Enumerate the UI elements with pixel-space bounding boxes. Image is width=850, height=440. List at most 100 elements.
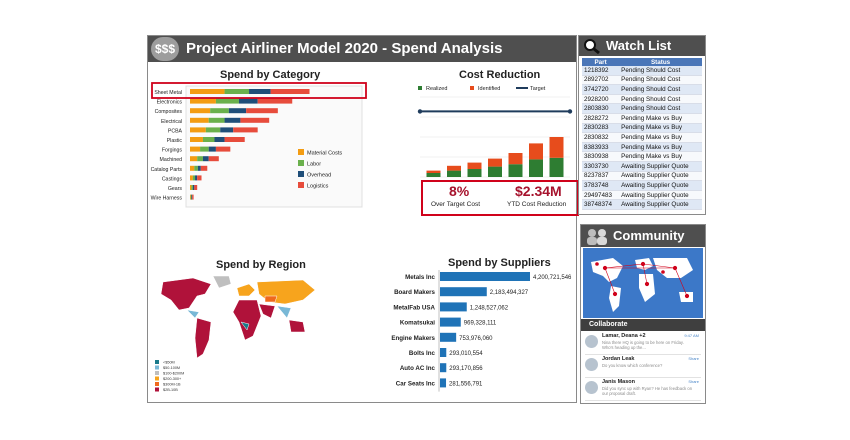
- legend-swatch: [155, 371, 159, 375]
- map-region: [186, 309, 200, 319]
- supplier-label: Metals Inc: [405, 274, 435, 281]
- supplier-bar: [440, 332, 457, 342]
- category-bar-segment: [190, 137, 203, 142]
- category-bar-segment: [194, 185, 198, 190]
- table-row[interactable]: 38748374 Awaiting Supplier Quote: [582, 199, 702, 210]
- map-region: [232, 299, 262, 341]
- status-cell: Pending Make vs Buy: [619, 142, 702, 153]
- table-row[interactable]: 2928200 Pending Should Cost: [582, 94, 702, 105]
- table-row[interactable]: 3830938 Pending Make vs Buy: [582, 151, 702, 162]
- realized-bar: [549, 157, 564, 177]
- message-sender: Janis Mason: [602, 379, 636, 385]
- table-row[interactable]: 3783748 Awaiting Supplier Quote: [582, 180, 702, 191]
- table-row[interactable]: 2892702 Pending Should Cost: [582, 75, 702, 86]
- message-time: 9:47 AM: [684, 333, 699, 338]
- avatar: [585, 381, 598, 394]
- category-bar-segment: [190, 117, 209, 123]
- target-marker: [567, 109, 573, 114]
- legend-swatch: [470, 86, 474, 90]
- share-link[interactable]: Share: [688, 379, 699, 384]
- category-bar-segment: [210, 108, 229, 114]
- supplier-value-label: 281,556,791: [449, 381, 483, 387]
- table-row[interactable]: 2830283 Pending Make vs Buy: [582, 123, 702, 134]
- category-label: Machined: [160, 157, 183, 163]
- category-chart-title: Spend by Category: [220, 69, 321, 81]
- supplier-bar: [440, 272, 530, 281]
- category-bar-segment: [190, 127, 206, 133]
- part-cell: 3742720: [582, 84, 620, 95]
- message-item[interactable]: Janis Mason Did you sync up with Ryan? H…: [585, 378, 701, 401]
- supplier-label: Engine Makers: [391, 335, 435, 342]
- status-cell: Awaiting Supplier Quote: [619, 190, 702, 201]
- category-label: Gears: [168, 186, 183, 192]
- category-bar-segment: [214, 137, 225, 142]
- table-row[interactable]: 8383933 Pending Make vs Buy: [582, 142, 702, 153]
- category-bar-segment: [224, 137, 245, 142]
- part-cell: 3303730: [582, 161, 620, 172]
- legend-swatch: [155, 365, 159, 370]
- supplier-bar: [440, 348, 447, 357]
- category-bar-segment: [197, 175, 202, 181]
- table-row[interactable]: 2830832 Pending Make vs Buy: [582, 132, 702, 143]
- share-link[interactable]: Share: [688, 356, 699, 361]
- part-cell: 2830283: [582, 123, 620, 134]
- status-cell: Pending Make vs Buy: [619, 132, 702, 143]
- status-cell: Awaiting Supplier Quote: [619, 171, 702, 182]
- realized-bar: [529, 159, 543, 177]
- collaborate-header: Collaborate: [581, 319, 705, 331]
- category-bar-segment: [190, 108, 211, 114]
- category-bar-segment: [208, 146, 216, 152]
- category-label: Electrical: [161, 119, 182, 125]
- people-icon: [587, 229, 607, 245]
- legend-label: <$50M: [163, 361, 175, 365]
- status-cell: Pending Should Cost: [619, 84, 702, 95]
- part-cell: 8237837: [582, 171, 620, 182]
- legend-label: $200-300+: [163, 377, 182, 381]
- cost-reduction-title: Cost Reduction: [459, 69, 541, 81]
- message-item[interactable]: Jordan Leak Do you know which conference…: [585, 355, 701, 378]
- category-bar-segment: [233, 127, 258, 133]
- map-region: [258, 303, 276, 319]
- table-row[interactable]: 3303730 Awaiting Supplier Quote: [582, 161, 702, 172]
- legend-label: Realized: [426, 86, 447, 92]
- category-label: Castings: [162, 176, 183, 182]
- table-row[interactable]: 2828272 Pending Make vs Buy: [582, 113, 702, 124]
- category-bar-segment: [202, 156, 209, 162]
- category-bar-segment: [195, 175, 198, 181]
- legend-swatch: [155, 376, 159, 381]
- legend-label: $100-$200M: [163, 372, 184, 376]
- message-item[interactable]: Lamar, Deana +2 Nina there HQ is going t…: [585, 332, 701, 355]
- message-text: Do you know which conference?: [602, 363, 663, 368]
- map-region: [264, 295, 278, 303]
- category-bar-segment: [205, 127, 221, 133]
- region-world-map: <$50M$50-100M $100-$200M$200-300+ $300M-1B…: [155, 275, 316, 392]
- category-bar-segment: [192, 194, 194, 200]
- legend-swatch: [298, 182, 304, 188]
- watch-list-panel: Watch List Part Status 1218392 Pending Sh…: [578, 35, 706, 215]
- kpi-box: 8% Over Target Cost $2.34M YTD Cost Redu…: [421, 180, 579, 216]
- category-bar-segment: [197, 156, 203, 162]
- category-bar-segment: [240, 117, 270, 123]
- table-row[interactable]: 8237837 Awaiting Supplier Quote: [582, 171, 702, 182]
- table-row[interactable]: 29497483 Awaiting Supplier Quote: [582, 190, 702, 201]
- category-bar-segment: [191, 185, 193, 190]
- category-bar-segment: [215, 146, 231, 152]
- map-region: [288, 319, 306, 333]
- map-region: [212, 275, 232, 289]
- table-row[interactable]: 1218392 Pending Should Cost: [582, 66, 702, 76]
- category-label: Composites: [155, 109, 183, 115]
- realized-bar: [426, 173, 441, 177]
- table-row[interactable]: 3742720 Pending Should Cost: [582, 84, 702, 95]
- legend-swatch: [298, 160, 304, 166]
- category-bar-segment: [191, 194, 193, 200]
- highlight-box: [151, 82, 367, 99]
- identified-bar: [426, 170, 441, 173]
- category-bar-segment: [208, 117, 225, 123]
- category-bar-segment: [224, 89, 250, 94]
- legend-label: $2B-10B: [163, 388, 178, 392]
- category-bar-segment: [228, 108, 247, 114]
- table-row[interactable]: 2803830 Pending Should Cost: [582, 103, 702, 114]
- supplier-bar: [440, 317, 461, 327]
- supplier-value-label: 293,170,856: [449, 366, 483, 372]
- category-bar-segment: [215, 98, 239, 104]
